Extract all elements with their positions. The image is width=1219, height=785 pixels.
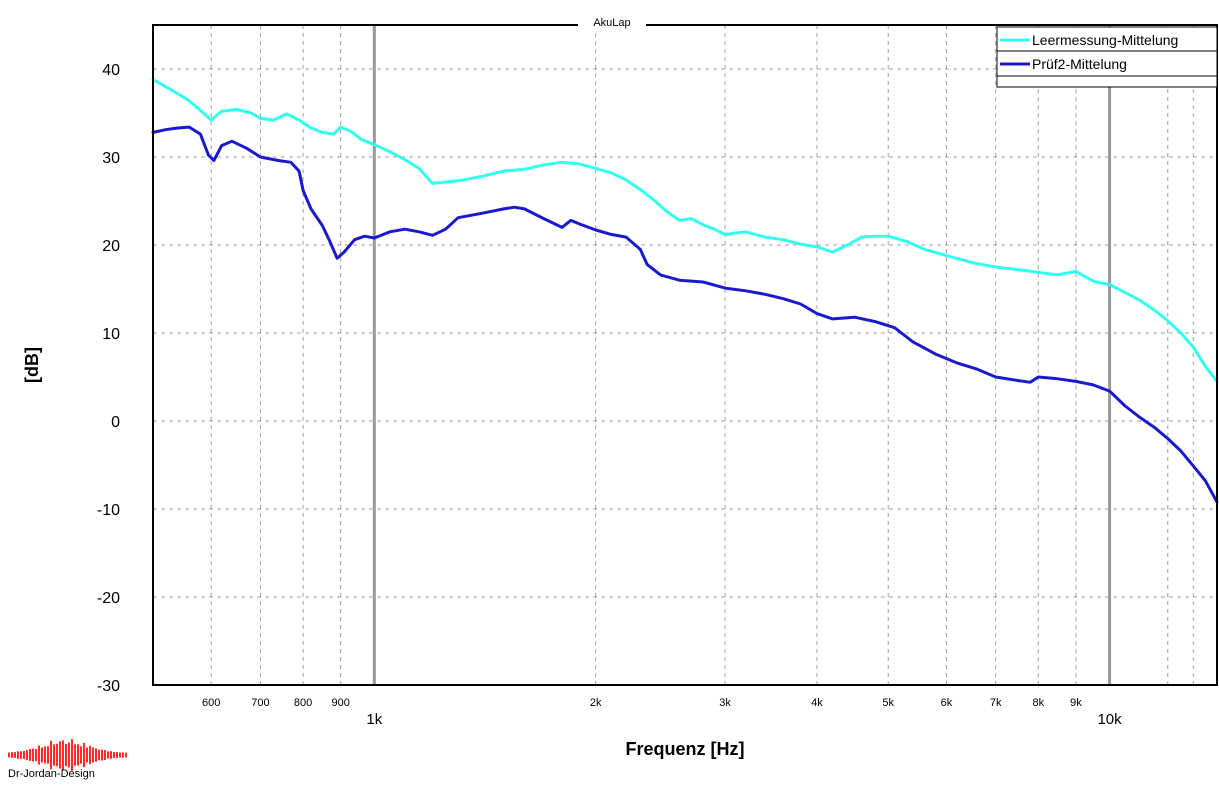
x-tick-label: 7k [990,697,1002,709]
logo-bar [80,746,82,764]
logo-bar [89,745,91,765]
logo-bar [35,748,37,762]
legend-box [996,26,1218,88]
y-tick-label: 0 [111,414,120,431]
logo-bar [26,750,28,760]
logo-bar [86,747,88,763]
logo-bar [77,744,79,766]
x-tick-label: 9k [1070,697,1082,709]
logo-bar [110,751,112,759]
x-axis-label: Frequenz [Hz] [626,739,745,759]
legend-label-leermessung: Leermessung-Mittelung [1032,32,1178,48]
y-tick-labels: 40 30 20 10 0 -10 -20 -30 [97,62,120,695]
logo-bar [56,743,58,767]
y-tick-label: 40 [102,62,120,79]
x-tick-label-major: 1k [366,711,382,728]
logo-bar [47,746,49,764]
logo-bar [125,752,127,758]
logo-bar [98,749,100,761]
logo-bar [83,742,85,768]
logo-bar [29,749,31,761]
y-tick-label: -10 [97,502,120,519]
logo-bar [50,740,52,770]
dr-jordan-design-logo [8,739,127,771]
logo-bar [65,743,67,767]
logo-bar [107,751,109,759]
x-tick-label: 4k [811,697,823,709]
legend-label-pruef2: Prüf2-Mittelung [1032,56,1127,72]
logo-bar [20,751,22,759]
x-tick-label: 600 [202,697,220,709]
x-tick-label: 800 [294,697,312,709]
logo-bar [95,748,97,762]
logo-text: Dr-Jordan-Design [8,768,95,780]
logo-bar [113,751,115,759]
x-tick-label: 700 [251,697,269,709]
series-layer [151,78,1219,504]
grid-lines [153,25,1218,685]
logo-bar [62,740,64,770]
logo-bar [11,752,13,758]
logo-bar [32,748,34,762]
logo-bar [104,750,106,760]
x-tick-label-major: 10k [1097,711,1122,728]
logo-bar [59,741,61,769]
x-tick-label: 2k [590,697,602,709]
logo-bar [23,751,25,759]
logo-bar [44,746,46,764]
x-tick-label: 3k [719,697,731,709]
y-tick-label: -20 [97,590,120,607]
logo-bar [38,745,40,765]
x-tick-labels: 600 700 800 900 2k 3k 4k 5k 6k 7k 8k 9k 1k 10k [202,697,1122,728]
logo-bar [116,752,118,758]
logo-bar [101,749,103,761]
x-tick-label: 900 [332,697,350,709]
series-line-0 [151,78,1219,383]
logo-bar [68,742,70,768]
logo-bar [14,752,16,758]
x-tick-label: 8k [1032,697,1044,709]
y-tick-label: -30 [97,678,120,695]
y-tick-label: 20 [102,238,120,255]
title-box [578,14,646,30]
logo-bar [119,752,121,758]
y-tick-label: 30 [102,150,120,167]
logo-bar [8,752,10,758]
logo-bar [53,744,55,766]
logo-bar [71,739,73,771]
y-tick-label: 10 [102,326,120,343]
legend: Leermessung-Mittelung Prüf2-Mittelung [996,26,1218,88]
logo-bar [41,747,43,763]
x-tick-label: 5k [882,697,894,709]
chart-title: AkuLap [593,17,630,29]
y-axis-label: [dB] [22,347,42,383]
series-line-1 [151,125,1219,504]
plot-frame [152,24,1218,686]
logo-bar [17,751,19,759]
logo-bar [92,747,94,763]
x-tick-label: 6k [941,697,953,709]
logo-bar [74,744,76,766]
plot-area [153,25,1217,685]
logo-bar [122,752,124,758]
